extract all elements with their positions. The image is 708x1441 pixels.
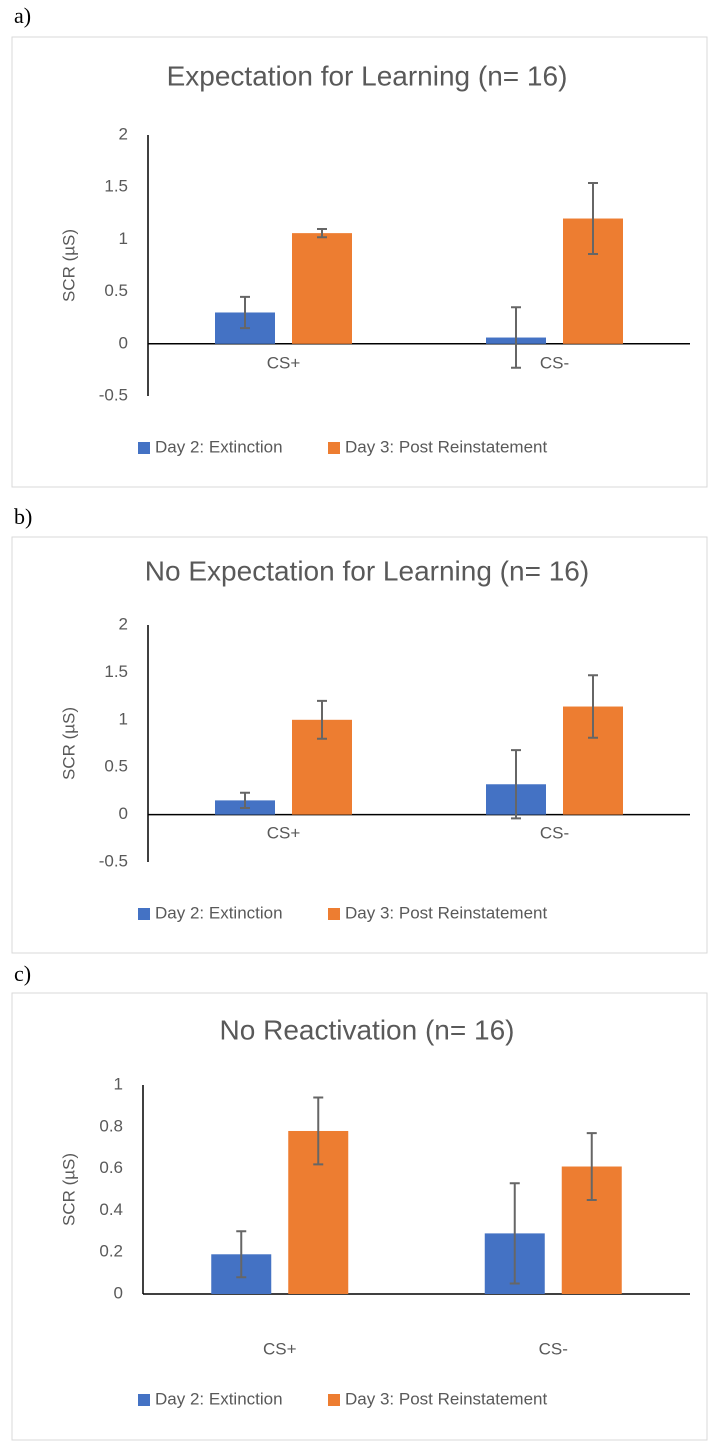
x-tick-label: CS- [539, 1339, 568, 1358]
y-tick-label: 2 [119, 124, 128, 143]
x-tick-label: CS- [540, 823, 569, 842]
y-tick-label: 0 [119, 804, 128, 823]
y-tick-label: 1.5 [104, 177, 128, 196]
x-tick-label: CS+ [267, 353, 301, 372]
chart-frame [11, 536, 708, 954]
error-bar [511, 306, 521, 369]
y-tick-label: 0.5 [104, 757, 128, 776]
panel-label: c) [14, 961, 31, 986]
legend-swatch [138, 1394, 150, 1406]
legend-label: Day 3: Post Reinstatement [345, 903, 547, 922]
y-tick-label: 2 [119, 614, 128, 633]
error-bar [313, 1096, 324, 1166]
y-axis-label: SCR (µS) [59, 1153, 78, 1226]
y-tick-label: 0.2 [99, 1242, 123, 1261]
legend-label: Day 3: Post Reinstatement [345, 437, 547, 456]
y-tick-label: -0.5 [99, 851, 128, 870]
x-tick-label: CS+ [267, 823, 301, 842]
bar [292, 233, 352, 344]
legend-label: Day 2: Extinction [155, 1389, 283, 1408]
error-bar [240, 791, 250, 809]
y-tick-label: 1.5 [104, 662, 128, 681]
error-bar [236, 1230, 247, 1279]
error-bar [317, 227, 327, 239]
y-tick-label: 0.4 [99, 1200, 123, 1219]
y-tick-label: 0.8 [99, 1116, 123, 1135]
error-bar [240, 295, 250, 330]
legend-label: Day 3: Post Reinstatement [345, 1389, 547, 1408]
x-tick-label: CS- [540, 353, 569, 372]
y-axis-label: SCR (µS) [59, 229, 78, 302]
chart-title: Expectation for Learning (n= 16) [167, 60, 568, 91]
y-tick-label: 1 [119, 709, 128, 728]
chart-frame [11, 36, 708, 488]
y-tick-label: 0 [114, 1283, 123, 1302]
y-axis-label: SCR (µS) [59, 707, 78, 780]
error-bar [586, 1132, 597, 1201]
y-tick-label: 1 [119, 229, 128, 248]
panel-label: b) [14, 504, 32, 529]
error-bar [588, 182, 598, 256]
legend-swatch [328, 442, 340, 454]
chart-frame [11, 992, 708, 1441]
y-tick-label: 0.6 [99, 1158, 123, 1177]
legend-swatch [138, 908, 150, 920]
legend-swatch [138, 442, 150, 454]
chart-title: No Expectation for Learning (n= 16) [145, 555, 589, 586]
legend-swatch [328, 908, 340, 920]
error-bar [317, 699, 327, 740]
panel-label: a) [14, 3, 31, 28]
y-tick-label: 1 [114, 1074, 123, 1093]
error-bar [511, 749, 521, 820]
legend-swatch [328, 1394, 340, 1406]
error-bar [588, 674, 598, 739]
x-tick-label: CS+ [263, 1339, 297, 1358]
y-tick-label: -0.5 [99, 385, 128, 404]
legend-label: Day 2: Extinction [155, 903, 283, 922]
legend-label: Day 2: Extinction [155, 437, 283, 456]
error-bar [509, 1182, 520, 1285]
y-tick-label: 0 [119, 333, 128, 352]
chart-title: No Reactivation (n= 16) [220, 1014, 515, 1045]
y-tick-label: 0.5 [104, 281, 128, 300]
